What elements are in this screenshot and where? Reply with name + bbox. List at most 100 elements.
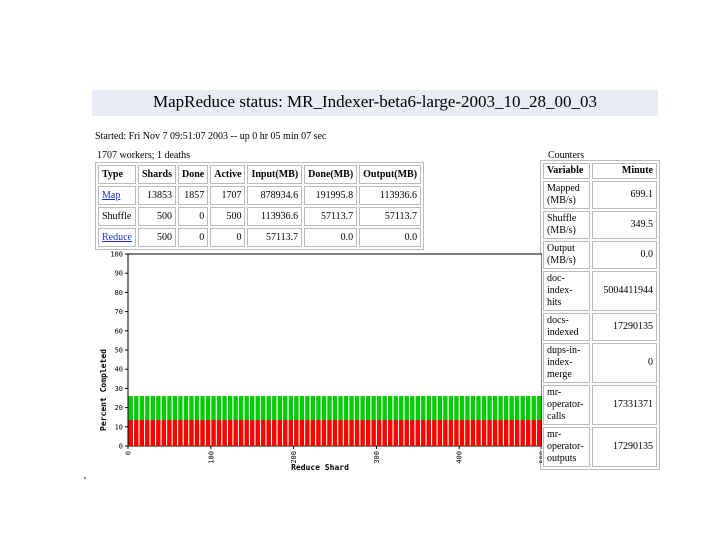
counters-panel: Variable Minute Mapped (MB/s) 699.1 Shuf…	[540, 160, 660, 480]
bar-sorted	[393, 420, 398, 446]
bar-sorted	[316, 420, 321, 446]
stray-dot	[84, 477, 86, 479]
bar-sorted	[205, 420, 211, 446]
bar-sorted	[338, 420, 343, 446]
page-title: MapReduce status: MR_Indexer-beta6-large…	[152, 92, 598, 111]
bar-sorted	[454, 420, 459, 446]
title-bar: MapReduce status: MR_Indexer-beta6-large…	[92, 90, 658, 116]
bar-sorted	[227, 420, 233, 446]
bar-sorted	[305, 420, 310, 446]
bar-sorted	[354, 420, 360, 446]
bar-sorted	[410, 420, 415, 446]
input-cell: 57113.7	[247, 228, 303, 247]
bar-sorted	[404, 420, 409, 446]
y-tick-label: 0	[119, 443, 123, 451]
bar-sorted	[332, 420, 338, 446]
counter-value: 17290135	[592, 427, 657, 467]
y-tick-label: 60	[115, 327, 123, 335]
counter-value: 5004411944	[592, 271, 657, 311]
output-cell: 57113.7	[359, 207, 422, 226]
counter-row: Output (MB/s) 0.0	[543, 241, 657, 269]
bar-sorted	[481, 420, 487, 446]
counter-row: doc-index-hits 5004411944	[543, 271, 657, 311]
bar-sorted	[360, 420, 365, 446]
map-link[interactable]: Map	[102, 190, 121, 201]
bar-sorted	[239, 420, 244, 446]
x-tick-label: 400	[456, 451, 464, 464]
phase-row-reduce: Reduce 500 0 0 57113.7 0.0 0.0	[98, 228, 422, 247]
bar-sorted	[216, 420, 222, 446]
counter-row: mr-operator-outputs 17290135	[543, 427, 657, 467]
plot-area: 0 10 20 30 40 50 60 70 80 90 100 0 100 200 300 400 500	[110, 251, 542, 464]
counter-value: 0.0	[592, 241, 657, 269]
bar-sorted	[183, 420, 189, 446]
bar-sorted	[520, 420, 525, 446]
reduce-link[interactable]: Reduce	[102, 232, 132, 243]
counter-value: 17290135	[592, 313, 657, 341]
header-done: Done	[178, 165, 209, 184]
input-cell: 878934.6	[247, 186, 303, 205]
phase-row-map: Map 13853 1857 1707 878934.6 191995.8 11…	[98, 186, 422, 205]
bar-sorted	[437, 420, 443, 446]
phase-row-shuffle: Shuffle 500 0 500 113936.6 57113.7 57113…	[98, 207, 422, 226]
y-tick-label: 80	[115, 289, 123, 297]
bar-sorted	[531, 420, 536, 446]
y-tick-label: 10	[115, 423, 123, 431]
bar-sorted	[399, 420, 404, 446]
counter-name: mr-operator-calls	[543, 385, 591, 425]
bar-sorted	[509, 420, 514, 446]
bar-sorted	[150, 420, 155, 446]
header-active: Active	[210, 165, 246, 184]
bar-sorted	[349, 420, 354, 446]
counter-row: Shuffle (MB/s) 349.5	[543, 211, 657, 239]
counter-row: docs-indexed 17290135	[543, 313, 657, 341]
counter-value: 699.1	[592, 181, 657, 209]
bar-sorted	[283, 420, 288, 446]
bar-sorted	[178, 420, 183, 446]
header-type: Type	[98, 165, 136, 184]
bar-sorted	[365, 420, 371, 446]
bar-sorted	[503, 420, 509, 446]
counters-header-row: Variable Minute	[543, 163, 657, 179]
header-minute: Minute	[592, 163, 657, 179]
header-shards: Shards	[138, 165, 177, 184]
done-mb-cell: 191995.8	[304, 186, 358, 205]
bar-sorted	[211, 420, 216, 446]
bar-sorted	[470, 420, 476, 446]
bar-sorted	[498, 420, 503, 446]
bar-sorted	[172, 420, 178, 446]
x-tick-label: 100	[207, 451, 215, 464]
counter-value: 17331371	[592, 385, 657, 425]
counter-name: doc-index-hits	[543, 271, 591, 311]
counter-name: docs-indexed	[543, 313, 591, 341]
counter-name: mr-operator-outputs	[543, 427, 591, 467]
counters-label: Counters	[548, 150, 585, 161]
phase-type-cell: Reduce	[98, 228, 136, 247]
counter-row: Mapped (MB/s) 699.1	[543, 181, 657, 209]
done-mb-cell: 57113.7	[304, 207, 358, 226]
bar-sorted	[294, 420, 299, 446]
counter-value: 349.5	[592, 211, 657, 239]
bar-sorted	[250, 420, 255, 446]
bar-sorted	[443, 420, 448, 446]
done-cell: 0	[178, 207, 209, 226]
header-done-mb: Done(MB)	[304, 165, 358, 184]
active-cell: 1707	[210, 186, 246, 205]
bar-sorted	[371, 420, 376, 446]
shards-cell: 13853	[138, 186, 177, 205]
bar-sorted	[299, 420, 305, 446]
header-input: Input(MB)	[247, 165, 303, 184]
x-tick-label: 300	[373, 451, 381, 464]
bar-sorted	[432, 420, 437, 446]
bar-sorted	[255, 420, 260, 446]
phase-type-cell: Map	[98, 186, 136, 205]
bar-sorted	[448, 420, 454, 446]
bar-sorted	[321, 420, 327, 446]
bar-sorted	[189, 420, 194, 446]
x-tick-label: 200	[290, 451, 298, 464]
bar-sorted	[382, 420, 387, 446]
active-cell: 0	[210, 228, 246, 247]
bar-sorted	[128, 420, 133, 446]
bar-sorted	[388, 420, 393, 446]
bar-sorted	[134, 420, 139, 446]
